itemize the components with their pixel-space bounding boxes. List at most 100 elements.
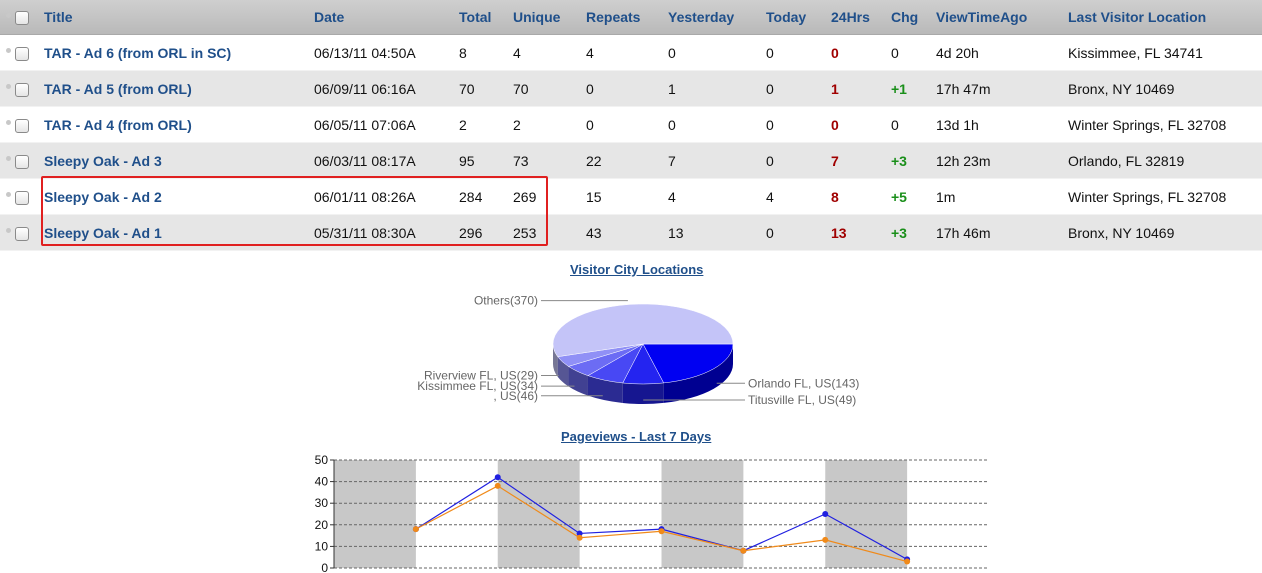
- chg-value: +5: [891, 188, 907, 205]
- cell-repeats: 4: [586, 34, 668, 71]
- ad-title-link[interactable]: Sleepy Oak - Ad 1: [44, 224, 162, 241]
- cell-24hrs: 0: [831, 106, 891, 143]
- pie-slice-label: Orlando FL, US(143): [748, 376, 859, 390]
- bullet-icon: [6, 120, 11, 126]
- table-row[interactable]: TAR - Ad 5 (from ORL) 06/09/11 06:16A 70 70…: [0, 70, 1262, 107]
- header-viewtimeago[interactable]: ViewTimeAgo: [936, 0, 1068, 35]
- cell-viewtimeago: 12h 23m: [936, 142, 1068, 179]
- cell-total: 8: [459, 34, 513, 71]
- cell-viewtimeago: 4d 20h: [936, 34, 1068, 71]
- cell-location: Winter Springs, FL 32708: [1068, 178, 1262, 215]
- pie-chart-title[interactable]: Visitor City Locations: [570, 262, 704, 277]
- cell-today: 4: [766, 178, 831, 215]
- ads-table: Title Date Total Unique Repeats Yesterda…: [0, 0, 1262, 251]
- pie-slice-side: [557, 356, 569, 387]
- row-checkbox[interactable]: [15, 154, 29, 169]
- pie-slice: [642, 343, 734, 384]
- hrs24-value: 0: [831, 44, 839, 61]
- chg-value: +3: [891, 152, 907, 169]
- ad-title-link[interactable]: Sleepy Oak - Ad 3: [44, 152, 162, 169]
- ad-title-link[interactable]: TAR - Ad 4 (from ORL): [44, 116, 192, 133]
- header-yesterday[interactable]: Yesterday: [668, 0, 766, 35]
- pageviews-line-chart: 0 10 20 30 40 50: [315, 453, 989, 573]
- ad-title-link[interactable]: Sleepy Oak - Ad 2: [44, 188, 162, 205]
- cell-yesterday: 1: [668, 70, 766, 107]
- cell-24hrs: 0: [831, 34, 891, 71]
- cell-yesterday: 7: [668, 142, 766, 179]
- header-repeats[interactable]: Repeats: [586, 0, 668, 35]
- hrs24-value: 8: [831, 188, 839, 205]
- header-title[interactable]: Title: [44, 0, 314, 35]
- cell-chg: 0: [891, 34, 936, 71]
- row-checkbox[interactable]: [15, 118, 29, 133]
- cell-repeats: 15: [586, 178, 668, 215]
- row-checkbox[interactable]: [15, 82, 29, 97]
- cell-title: Sleepy Oak - Ad 1: [44, 214, 314, 251]
- row-select-cell: [0, 178, 44, 215]
- table-header-row: Title Date Total Unique Repeats Yesterda…: [0, 0, 1262, 35]
- bullet-icon: [6, 12, 11, 18]
- chg-value: +1: [891, 80, 907, 97]
- data-point: [576, 534, 583, 541]
- header-chg[interactable]: Chg: [891, 0, 936, 35]
- cell-title: TAR - Ad 4 (from ORL): [44, 106, 314, 143]
- row-checkbox[interactable]: [15, 226, 29, 241]
- cell-chg: +3: [891, 142, 936, 179]
- data-point: [822, 536, 829, 543]
- header-total[interactable]: Total: [459, 0, 513, 35]
- line-chart-title[interactable]: Pageviews - Last 7 Days: [561, 429, 712, 444]
- pie-slice-label: Riverview FL, US(29): [424, 368, 538, 382]
- cell-today: 0: [766, 106, 831, 143]
- y-tick-label: 50: [315, 453, 329, 467]
- cell-chg: +3: [891, 214, 936, 251]
- pie-slice: [552, 303, 734, 357]
- header-date[interactable]: Date: [314, 0, 459, 35]
- visitor-city-pie-chart: Orlando FL, US(143) Titusville FL, US(49)…: [417, 294, 859, 407]
- hrs24-value: 0: [831, 116, 839, 133]
- chart-band: [825, 460, 908, 568]
- cell-unique: 4: [513, 34, 586, 71]
- bullet-icon: [6, 228, 11, 234]
- header-unique[interactable]: Unique: [513, 0, 586, 35]
- cell-location: Bronx, NY 10469: [1068, 70, 1262, 107]
- row-select-cell: [0, 70, 44, 107]
- cell-24hrs: 8: [831, 178, 891, 215]
- header-today[interactable]: Today: [766, 0, 831, 35]
- cell-date: 05/31/11 08:30A: [314, 214, 459, 251]
- cell-total: 284: [459, 178, 513, 215]
- bullet-icon: [6, 192, 11, 198]
- select-all-checkbox[interactable]: [15, 11, 29, 26]
- cell-viewtimeago: 1m: [936, 178, 1068, 215]
- table-row[interactable]: TAR - Ad 6 (from ORL in SC) 06/13/11 04:5…: [0, 34, 1262, 71]
- pie-slice-label: , US(46): [493, 389, 538, 403]
- table-row[interactable]: Sleepy Oak - Ad 2 06/01/11 08:26A 284 269 15…: [0, 178, 1262, 215]
- table-row[interactable]: Sleepy Oak - Ad 3 06/03/11 08:17A 95 73 22 7 0…: [0, 142, 1262, 179]
- pie-slice-side: [568, 366, 588, 396]
- chg-value: 0: [891, 116, 899, 133]
- cell-24hrs: 13: [831, 214, 891, 251]
- cell-repeats: 43: [586, 214, 668, 251]
- row-select-cell: [0, 214, 44, 251]
- cell-total: 2: [459, 106, 513, 143]
- ad-title-link[interactable]: TAR - Ad 6 (from ORL in SC): [44, 44, 232, 61]
- row-checkbox[interactable]: [15, 46, 29, 61]
- chart-band: [661, 460, 744, 568]
- cell-location: Orlando, FL 32819: [1068, 142, 1262, 179]
- cell-viewtimeago: 17h 46m: [936, 214, 1068, 251]
- pie-slice-label: Kissimmee FL, US(34): [417, 379, 538, 393]
- cell-viewtimeago: 13d 1h: [936, 106, 1068, 143]
- cell-24hrs: 1: [831, 70, 891, 107]
- pie-slice-label: Others(370): [474, 294, 538, 308]
- row-checkbox[interactable]: [15, 190, 29, 205]
- cell-title: Sleepy Oak - Ad 2: [44, 178, 314, 215]
- table-row[interactable]: TAR - Ad 4 (from ORL) 06/05/11 07:06A 2 2 0 0…: [0, 106, 1262, 143]
- row-select-cell: [0, 106, 44, 143]
- cell-date: 06/01/11 08:26A: [314, 178, 459, 215]
- table-row[interactable]: Sleepy Oak - Ad 1 05/31/11 08:30A 296 253 43…: [0, 214, 1262, 251]
- ad-title-link[interactable]: TAR - Ad 5 (from ORL): [44, 80, 192, 97]
- data-point: [740, 547, 747, 554]
- header-last-visitor-location[interactable]: Last Visitor Location: [1068, 0, 1262, 35]
- cell-repeats: 0: [586, 70, 668, 107]
- header-24hrs[interactable]: 24Hrs: [831, 0, 891, 35]
- cell-viewtimeago: 17h 47m: [936, 70, 1068, 107]
